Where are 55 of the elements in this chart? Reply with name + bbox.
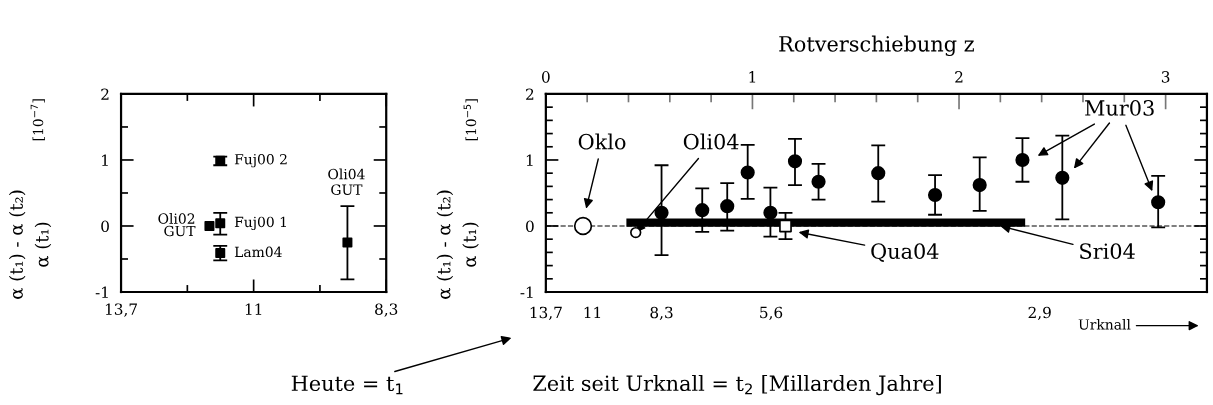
- text: [10$^{−7}$]: [30, 99, 45, 141]
- point: [215, 248, 226, 259]
- annotation: Sri04: [1080, 243, 1135, 260]
- point: [811, 174, 826, 189]
- y-tick-label: -1: [520, 286, 533, 298]
- text: [10$^{−5}$]: [463, 99, 478, 141]
- point: [1015, 152, 1030, 168]
- y-axis-title: α (t₁) - α (t₂) α (t₁): [8, 190, 52, 299]
- x-tick-label: 8,3: [375, 303, 398, 317]
- point: [695, 203, 710, 218]
- annotation: Oli02 GUT: [158, 213, 196, 237]
- x-tick-label: 11: [245, 303, 262, 315]
- point: [871, 166, 886, 181]
- y-tick-label: 0: [526, 220, 534, 233]
- annotation: Mur03: [1085, 100, 1154, 116]
- annotation: Oli04: [683, 133, 739, 150]
- x-tick-label: 1: [749, 71, 756, 83]
- y-tick-label: 1: [526, 154, 533, 166]
- point: [654, 205, 669, 220]
- annotation: Qua04: [871, 243, 939, 263]
- annotation: Lam04: [234, 246, 282, 258]
- annotation: Oklo: [578, 133, 626, 150]
- point: [1055, 170, 1070, 185]
- x-tick-label: 13,7: [105, 303, 137, 317]
- y-axis-title: α (t₁) - α (t₂) α (t₁): [436, 190, 479, 299]
- point: [787, 154, 803, 169]
- x-axis-title: Rotverschiebung z: [779, 35, 974, 57]
- point: [779, 219, 792, 233]
- point: [630, 226, 642, 239]
- point: [342, 237, 353, 248]
- x-tick-label: 2: [955, 71, 963, 83]
- y-tick-label: 2: [101, 88, 109, 100]
- point: [763, 205, 778, 220]
- point: [573, 216, 593, 236]
- point: [1151, 195, 1166, 210]
- text: 2,9: [1028, 306, 1051, 321]
- x-tick-label: 3: [1161, 71, 1170, 83]
- point: [720, 199, 735, 214]
- x-tick-label: 0: [542, 71, 550, 83]
- annotation: Oli04 GUT: [328, 168, 365, 195]
- text: Heute = t$_{1}$: [291, 375, 403, 395]
- y-tick-label: -1: [95, 286, 108, 298]
- text: Urknall: [1078, 318, 1131, 330]
- annotation: Fuj00 1: [234, 216, 286, 231]
- y-tick-label: 0: [101, 220, 109, 233]
- y-tick-label: 1: [102, 154, 108, 166]
- annotation: Fuj00 2: [234, 153, 287, 168]
- point: [740, 165, 755, 180]
- text: 5,6: [760, 306, 783, 321]
- point: [927, 187, 943, 203]
- text: Zeit seit Urknall = t$_{2}$ [Millarden Jahre]: [533, 374, 941, 396]
- point: [204, 220, 215, 231]
- point: [215, 218, 226, 229]
- point: [972, 177, 987, 193]
- y-tick-label: 2: [526, 88, 534, 100]
